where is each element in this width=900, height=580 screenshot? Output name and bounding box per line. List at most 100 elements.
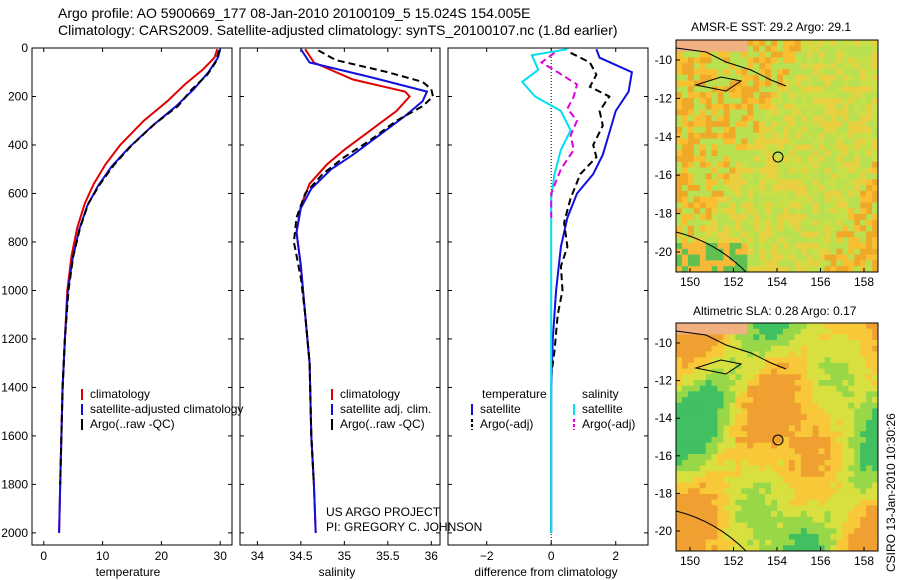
map-sst-cell: [687, 127, 695, 134]
map-sst-cell: [723, 92, 730, 99]
map-sla-xtick-label: 150: [680, 554, 700, 568]
map-sst-cell: [812, 173, 819, 180]
map-sla-cell: [771, 442, 778, 449]
map-sst-cell: [699, 51, 707, 58]
map-sla-cell: [687, 454, 695, 461]
map-sst-cell: [765, 167, 772, 174]
map-sla-cell: [788, 391, 796, 398]
map-sla-cell: [812, 442, 819, 449]
map-sla-cell: [699, 431, 707, 438]
map-sla-cell: [676, 494, 683, 500]
map-sst-cell: [872, 109, 879, 116]
map-sst-cell: [806, 74, 813, 81]
map-sst-cell: [676, 69, 683, 76]
map-sst-cell: [729, 231, 736, 238]
map-sla-cell: [848, 448, 855, 455]
map-sla-cell: [842, 357, 849, 364]
temperature-xtick-label: 20: [155, 549, 169, 563]
map-sst-cell: [872, 138, 879, 145]
map-sla-cell: [687, 471, 695, 478]
map-sst-cell: [693, 103, 701, 110]
map-sla-cell: [854, 408, 861, 415]
map-sst-cell: [711, 231, 718, 238]
map-sst-cell: [711, 237, 718, 244]
map-sla-cell: [800, 351, 808, 358]
map-sst-cell: [860, 144, 867, 151]
map-sst-cell: [693, 57, 701, 64]
map-sst-cell: [782, 74, 790, 81]
map-sla-cell: [830, 385, 837, 392]
map-sst-cell: [830, 69, 837, 76]
map-sst-cell: [699, 74, 707, 81]
map-sst-cell: [836, 69, 843, 76]
map-sla-cell: [854, 391, 861, 398]
map-sst-cell: [794, 219, 802, 226]
map-sla-cell: [860, 362, 867, 369]
map-sla-cell: [777, 351, 784, 358]
map-sst-cell: [800, 74, 808, 81]
map-sst-cell: [860, 196, 867, 203]
map-sst-cell: [687, 69, 695, 76]
map-sst-cell: [812, 115, 819, 122]
map-sst-cell: [723, 225, 730, 232]
map-sla-cell: [729, 323, 736, 329]
map-sla-cell: [759, 442, 766, 449]
map-sla-cell: [693, 340, 701, 347]
map-sst-cell: [717, 98, 724, 105]
map-sla-cell: [824, 385, 831, 392]
map-sla-cell: [771, 345, 778, 352]
map-sla-cell: [818, 494, 825, 500]
map-sla-cell: [866, 385, 873, 392]
map-sst-cell: [806, 202, 813, 209]
map-sla-cell: [836, 454, 843, 461]
map-sst-cell: [812, 231, 819, 238]
map-sla-cell: [693, 533, 701, 540]
map-sla-cell: [711, 539, 718, 546]
map-sla-cell: [771, 357, 778, 364]
map-sst-cell: [782, 167, 790, 174]
map-sst-cell: [782, 208, 790, 215]
map-sst-cell: [788, 92, 796, 99]
map-sla-cell: [711, 516, 718, 523]
map-sst-cell: [771, 45, 778, 52]
depth-tick-label: 600: [8, 186, 28, 200]
map-sst-cell: [777, 254, 784, 261]
map-sla-cell: [729, 476, 736, 483]
map-sla-title: Altimetric SLA: 0.28 Argo: 0.17: [693, 304, 857, 318]
map-sst-cell: [693, 63, 701, 70]
map-sla-cell: [800, 408, 808, 415]
map-sst-cell: [872, 231, 879, 238]
map-sla-cell: [723, 533, 730, 540]
map-sla-cell: [836, 522, 843, 529]
map-sla-ytick-label: -12: [655, 374, 673, 388]
map-sst-cell: [699, 214, 707, 221]
map-sst-cell: [788, 144, 796, 151]
map-sla-cell: [782, 414, 790, 421]
map-sst-cell: [759, 63, 766, 70]
map-sst-cell: [842, 214, 849, 221]
map-sla-cell: [711, 505, 718, 512]
map-sst-cell: [806, 179, 813, 186]
map-sla-cell: [806, 397, 813, 404]
depth-tick-label: 1000: [1, 283, 28, 297]
map-sla-cell: [741, 505, 748, 512]
map-sst-cell: [824, 260, 831, 267]
map-sla-cell: [848, 494, 855, 500]
map-sst-cell: [747, 103, 754, 110]
map-sst-cell: [806, 173, 813, 180]
map-sst-cell: [771, 74, 778, 81]
map-sla-cell: [800, 539, 808, 546]
map-sst-cell: [836, 173, 843, 180]
map-sst-cell: [830, 167, 837, 174]
map-sla-cell: [794, 533, 802, 540]
map-sst-cell: [729, 208, 736, 215]
map-sla-cell: [759, 345, 766, 352]
map-sla-cell: [687, 397, 695, 404]
map-sla-cell: [824, 414, 831, 421]
map-sst-cell: [711, 156, 718, 163]
map-sst-cell: [711, 243, 718, 250]
map-sst-cell: [854, 57, 861, 64]
map-sla-cell: [806, 476, 813, 483]
map-sst-cell: [866, 74, 873, 81]
depth-tick-label: 1200: [1, 332, 28, 346]
